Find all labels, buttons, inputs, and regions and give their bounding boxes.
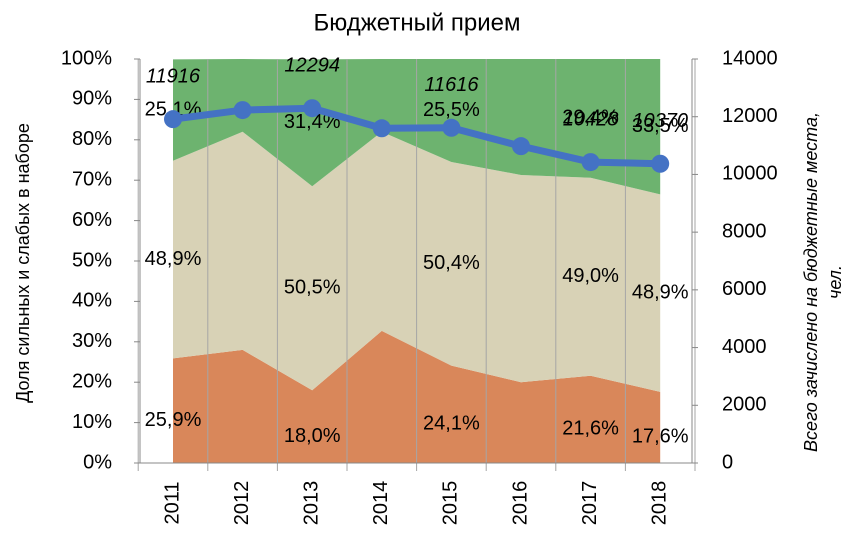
- y2-tick-label: 2000: [722, 394, 767, 416]
- y-tick-label: 30%: [72, 330, 112, 352]
- data-label: 31,4%: [284, 111, 341, 133]
- y-tick-label: 80%: [72, 128, 112, 150]
- x-tick-label: 2011: [161, 481, 183, 524]
- data-label: 11916: [146, 65, 201, 87]
- x-tick-label: 2013: [300, 481, 322, 526]
- x-tick-label: 2012: [231, 481, 253, 526]
- data-label: 25,9%: [145, 409, 202, 431]
- marker: [512, 137, 530, 156]
- line: [172, 104, 661, 168]
- marker: [164, 110, 182, 129]
- y2-tick-label: 10000: [722, 163, 778, 185]
- y-axis-title: Доля сильных и слабых в наборе: [13, 123, 33, 403]
- y-tick-label: 20%: [72, 370, 112, 392]
- y2-tick-label: 4000: [722, 336, 767, 358]
- x-tick-label: 2018: [648, 481, 670, 526]
- data-label: 24,1%: [423, 413, 480, 435]
- marker: [233, 101, 252, 120]
- data-label: 50,4%: [423, 252, 480, 274]
- y2-axis-title: чел.: [825, 265, 845, 299]
- y2-tick-label: 8000: [722, 220, 767, 242]
- y-tick-label: 0%: [83, 451, 112, 473]
- x-tick-label: 2014: [370, 481, 392, 526]
- y-tick-label: 100%: [61, 47, 112, 69]
- y-tick-label: 70%: [72, 168, 112, 190]
- x-tick-label: 2015: [440, 481, 462, 526]
- marker: [442, 118, 461, 137]
- y-tick-label: 60%: [72, 209, 112, 231]
- x-tick-label: 2016: [509, 481, 531, 526]
- data-label: 48,9%: [632, 281, 689, 303]
- y-tick-label: 40%: [72, 290, 112, 312]
- data-label: 48,9%: [145, 248, 202, 270]
- marker: [581, 153, 600, 172]
- y-tick-label: 90%: [72, 88, 112, 110]
- data-label: 49,0%: [562, 265, 619, 287]
- data-label: 50,5%: [284, 277, 341, 299]
- x-tick-label: 2017: [579, 481, 601, 526]
- data-label: 33,5%: [632, 115, 689, 137]
- data-label: 11616: [424, 74, 479, 96]
- data-label: 29,4%: [562, 107, 619, 129]
- y2-tick-label: 6000: [722, 278, 767, 300]
- marker: [303, 99, 322, 118]
- y2-tick-label: 12000: [722, 105, 778, 127]
- y-tick-label: 50%: [72, 249, 112, 271]
- y-tick-label: 10%: [72, 411, 112, 433]
- data-label: 18,0%: [284, 425, 341, 447]
- marker: [372, 119, 391, 138]
- data-label: 10370: [632, 110, 688, 132]
- y2-axis-title: Всего зачислено на бюджетные места,: [801, 112, 821, 452]
- marker: [651, 154, 670, 173]
- y2-tick-label: 14000: [722, 47, 778, 69]
- y2-tick-label: 0: [722, 451, 733, 473]
- data-label: 12294: [284, 55, 340, 77]
- data-label: 25,5%: [423, 99, 480, 121]
- data-label: 17,6%: [632, 426, 689, 448]
- data-label: 10428: [563, 108, 619, 130]
- chart-title: Бюджетный прием: [314, 9, 521, 36]
- data-label: 21,6%: [562, 418, 619, 440]
